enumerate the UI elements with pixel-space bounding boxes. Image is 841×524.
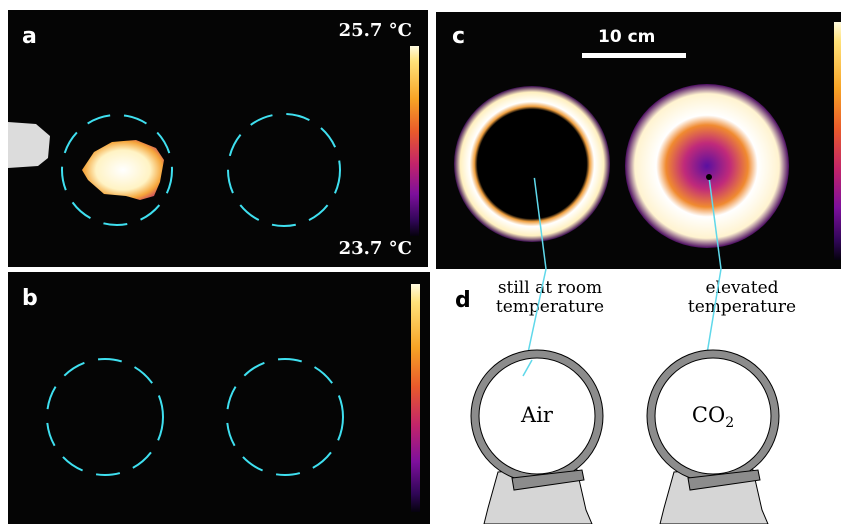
- annotation-left: still at room temperature: [476, 279, 624, 317]
- panel-b-drawing: [46, 358, 344, 476]
- colorbar-c: [834, 22, 841, 260]
- hose-nozzle: [8, 122, 50, 168]
- panel-label-d: d: [455, 288, 471, 313]
- gas-label-co2-base: CO: [691, 403, 726, 427]
- gas-label-co2: CO2: [673, 403, 753, 431]
- pointer-line-c-right: [708, 176, 722, 269]
- outline-left-a: [61, 114, 173, 226]
- colorbar-a: [410, 46, 419, 236]
- outline-right-b: [226, 358, 344, 476]
- scale-bar: [582, 53, 686, 58]
- annotation-left-line1: still at room: [497, 278, 603, 298]
- tube-inner-left: [478, 357, 596, 475]
- tube-ring-co2: [625, 84, 789, 248]
- tube-tail-left: [511, 469, 585, 491]
- temperature-max-label: 25.7 °C: [338, 20, 412, 41]
- gas-label-co2-subscript: 2: [725, 415, 735, 432]
- temperature-min-label: 23.7 °C: [338, 238, 412, 259]
- panel-b-thermal-image: b: [8, 272, 430, 524]
- tube-tail-right: [687, 469, 761, 491]
- tube-ring-air: [454, 86, 610, 242]
- annotation-right-line1: elevated: [705, 278, 779, 298]
- colorbar-b: [411, 284, 420, 512]
- panel-label-a: a: [22, 24, 37, 49]
- outline-left-b: [46, 358, 164, 476]
- hot-spot: [82, 140, 164, 200]
- marker-dot-left: [531, 172, 537, 178]
- panel-c-drawing: [454, 84, 789, 269]
- panel-label-b: b: [22, 286, 38, 311]
- annotation-left-line2: temperature: [495, 297, 605, 317]
- panel-label-c: c: [452, 24, 466, 49]
- gas-label-air: Air: [521, 403, 553, 427]
- panel-c-thermal-image: c 10 cm: [436, 12, 841, 269]
- outline-right-a: [227, 113, 341, 227]
- scale-bar-label: 10 cm: [598, 27, 656, 47]
- pointer-line-d-left-inner: [522, 359, 533, 377]
- pointer-line-c-left: [533, 174, 547, 269]
- panel-a-drawing: [8, 113, 341, 227]
- marker-dot-right: [706, 174, 712, 180]
- tube-inner-right: [654, 357, 772, 475]
- panel-a-thermal-image: a 25.7 °C 23.7 °C: [8, 10, 428, 267]
